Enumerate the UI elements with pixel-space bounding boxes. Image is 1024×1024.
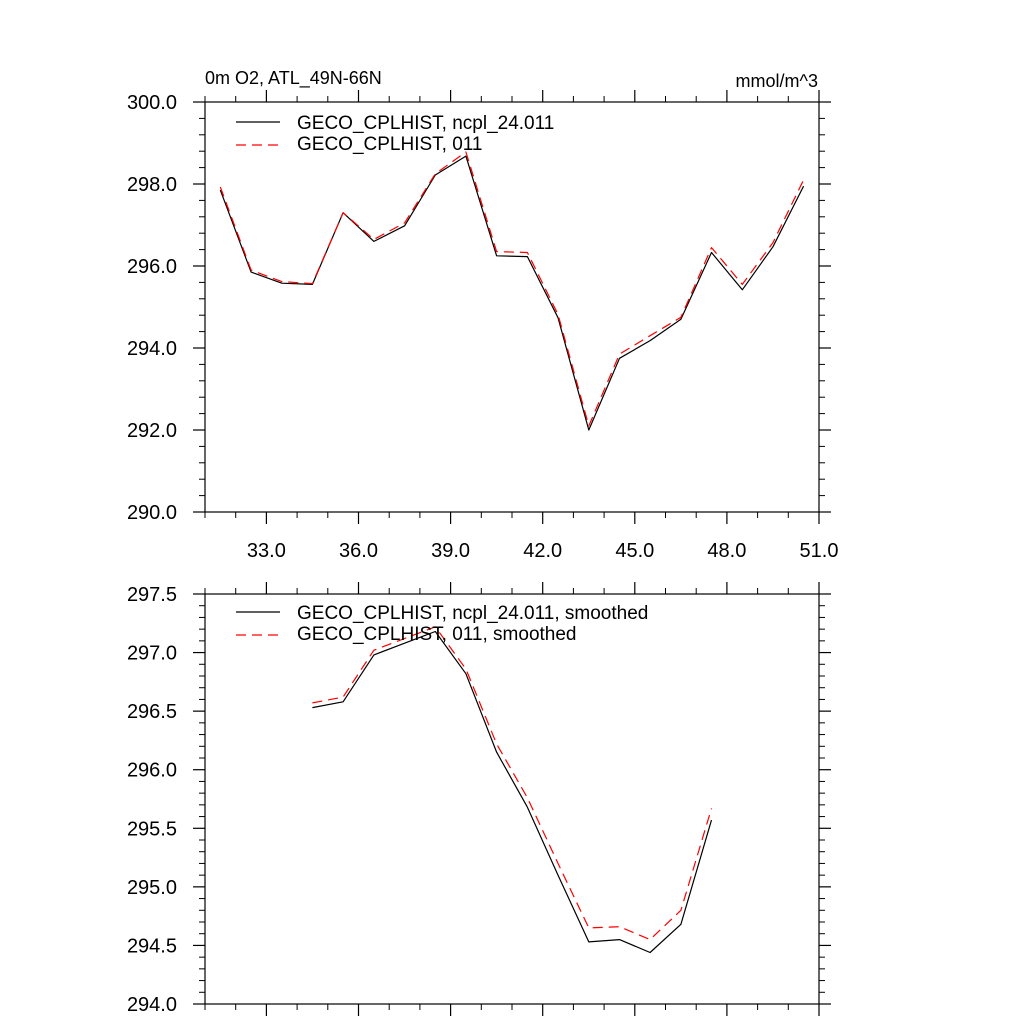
y-tick-label: 290.0: [127, 502, 177, 524]
y-tick-label: 297.0: [127, 643, 177, 665]
y-tick-label: 296.5: [127, 701, 177, 723]
legend-label-smoothed-1: GECO_CPLHIST, ncpl_24.011, smoothed: [297, 603, 648, 624]
y-tick-label: 294.5: [127, 935, 177, 957]
y-tick-label: 294.0: [127, 338, 177, 360]
top-panel-ticks: 290.0 292.0 294.0 296.0 298.0 300.0 33.0 36.0 39…: [127, 90, 839, 562]
y-tick-label: 296.0: [127, 256, 177, 278]
bottom-panel-series: [312, 626, 713, 954]
y-tick-label: 298.0: [127, 174, 177, 196]
x-tick-label: 39.0: [431, 540, 470, 562]
y-tick-label: 297.5: [127, 584, 177, 606]
x-tick-label: 45.0: [615, 540, 654, 562]
y-tick-label: 292.0: [127, 420, 177, 442]
top-panel-legend: GECO_CPLHIST, ncpl_24.011 GECO_CPLHIST, …: [236, 113, 554, 155]
series-line-2-smoothed: [312, 626, 713, 941]
series-line-1-smoothed: [312, 630, 713, 954]
y-tick-label: 295.5: [127, 818, 177, 840]
y-tick-label: 294.0: [127, 994, 177, 1016]
y-tick-label: 296.0: [127, 760, 177, 782]
series-line-1: [219, 155, 805, 431]
top-panel-series: [219, 151, 805, 431]
bottom-panel-frame: [204, 593, 820, 1005]
bottom-panel-legend: GECO_CPLHIST, ncpl_24.011, smoothed GECO…: [236, 603, 648, 645]
x-tick-label: 33.0: [247, 540, 286, 562]
series-line-2: [219, 151, 805, 427]
y-tick-label: 295.0: [127, 877, 177, 899]
top-panel-units: mmol/m^3: [736, 71, 818, 91]
x-tick-label: 42.0: [523, 540, 562, 562]
legend-label-smoothed-2: GECO_CPLHIST, 011, smoothed: [297, 624, 577, 645]
legend-label-series-2: GECO_CPLHIST, 011: [297, 134, 483, 155]
top-panel-frame: [204, 101, 820, 513]
x-tick-label: 48.0: [707, 540, 746, 562]
y-tick-label: 300.0: [127, 92, 177, 114]
bottom-panel-ticks: 294.0 294.5 295.0 295.5 296.0 296.5 297.0 297.5: [127, 582, 831, 1016]
bottom-panel: 294.0 294.5 295.0 295.5 296.0 296.5 297.0 297.5…: [127, 582, 831, 1016]
top-panel: 0m O2, ATL_49N-66N mmol/m^3 290.0292.029…: [127, 68, 839, 562]
x-tick-label: 36.0: [339, 540, 378, 562]
x-tick-label: 51.0: [800, 540, 839, 562]
top-panel-title: 0m O2, ATL_49N-66N: [205, 68, 382, 89]
legend-label-series-1: GECO_CPLHIST, ncpl_24.011: [297, 113, 554, 134]
